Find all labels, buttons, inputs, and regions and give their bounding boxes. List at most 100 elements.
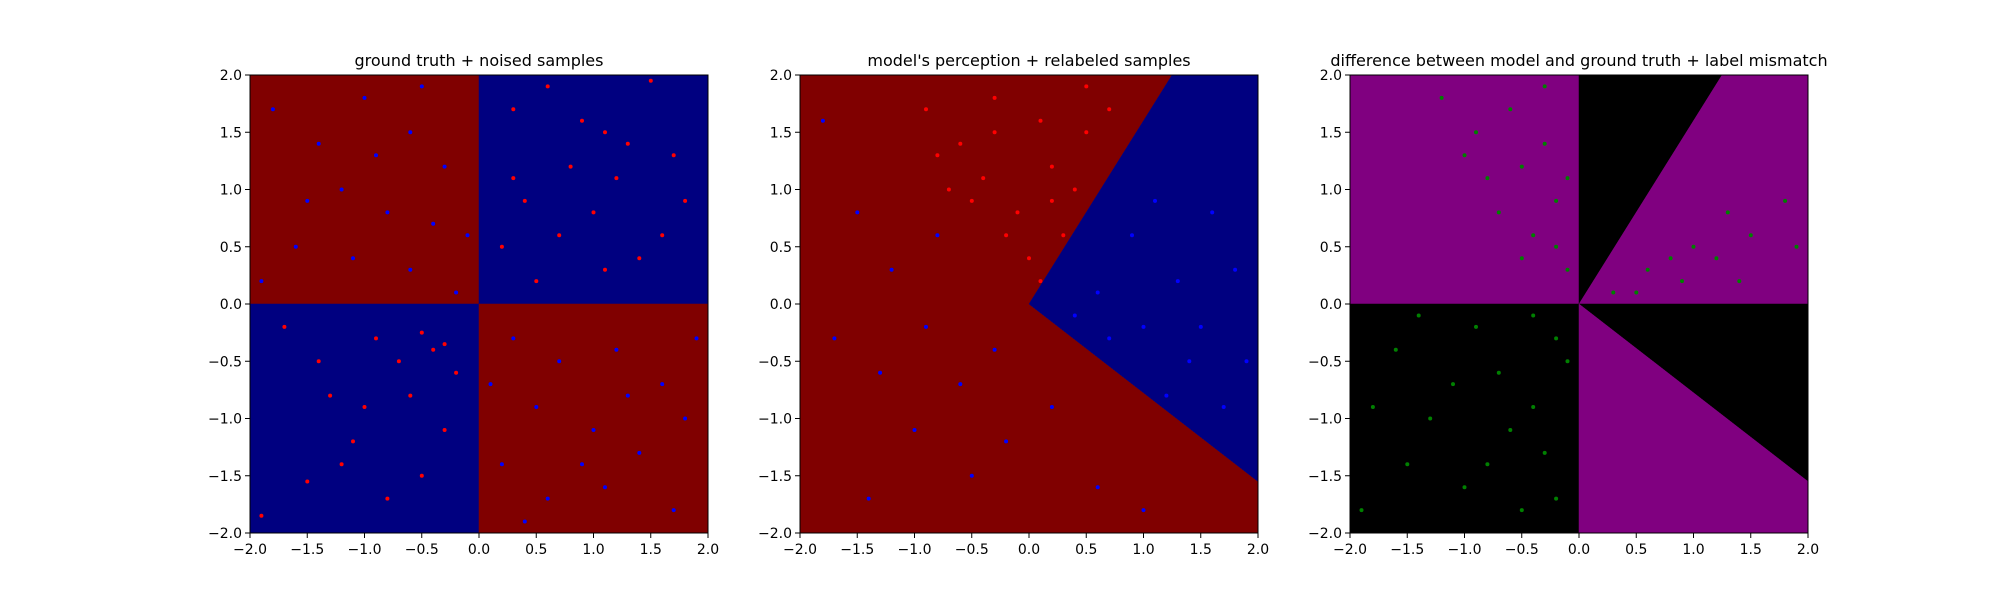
y-tick-label: 0.0 — [770, 297, 792, 313]
point-s1-15 — [935, 233, 940, 238]
point-s1-3 — [408, 130, 413, 135]
point-s0-11 — [1061, 233, 1066, 238]
point-s1-1 — [316, 141, 321, 146]
point-s0-10 — [935, 153, 940, 158]
point-s1-2 — [889, 267, 894, 272]
x-tick-label: 0.5 — [1075, 542, 1097, 558]
region-5-agree — [1578, 303, 1808, 533]
point-s0-39 — [1451, 382, 1455, 387]
point-s0-19 — [1748, 233, 1753, 238]
point-s1-2 — [362, 95, 367, 100]
point-s0-1 — [958, 141, 963, 146]
point-s0-35 — [1474, 324, 1478, 329]
point-s0-25 — [1668, 256, 1673, 261]
point-s1-19 — [1233, 267, 1238, 272]
point-s1-15 — [305, 198, 310, 203]
point-s0-4 — [568, 164, 573, 169]
point-s0-23 — [419, 473, 424, 478]
point-s1-21 — [1175, 279, 1180, 284]
point-s0-21 — [1634, 290, 1639, 295]
point-s1-10 — [866, 496, 871, 501]
x-tick-label: −2.0 — [233, 542, 267, 558]
x-tick-label: 0.5 — [1625, 542, 1647, 558]
point-s1-32 — [488, 382, 493, 387]
region-0-class-red — [250, 75, 480, 305]
point-s1-19 — [614, 347, 619, 352]
point-s0-40 — [1370, 405, 1375, 409]
y-tick-label: −2.0 — [758, 526, 792, 542]
point-s1-11 — [1004, 439, 1009, 444]
y-tick-label: 1.5 — [770, 125, 792, 141]
point-s0-31 — [1496, 370, 1501, 375]
y-tick-label: 1.0 — [1320, 183, 1342, 199]
point-s0-20 — [1783, 198, 1788, 203]
point-s0-8 — [1049, 164, 1054, 169]
y-tick-label: −1.0 — [758, 412, 792, 428]
x-tick-label: 1.0 — [1132, 542, 1154, 558]
point-s1-23 — [637, 450, 642, 455]
point-s0-27 — [1359, 508, 1364, 513]
point-s0-17 — [1038, 279, 1043, 284]
point-s1-22 — [591, 428, 596, 432]
chart-title: ground truth + noised samples — [355, 51, 604, 70]
y-tick-label: 2.0 — [770, 68, 792, 84]
point-s0-5 — [614, 176, 619, 181]
point-s0-11 — [1565, 176, 1570, 181]
point-s1-8 — [293, 244, 298, 249]
point-s1-28 — [671, 508, 676, 513]
point-s0-26 — [1725, 210, 1730, 215]
point-s0-42 — [1485, 462, 1490, 467]
point-s0-10 — [591, 210, 596, 215]
point-s1-9 — [351, 256, 355, 261]
point-s1-3 — [832, 336, 837, 341]
point-s1-18 — [557, 359, 562, 364]
point-s0-20 — [305, 479, 310, 484]
x-tick-label: 1.0 — [582, 542, 604, 558]
point-s0-8 — [1565, 267, 1570, 272]
point-s0-29 — [454, 370, 459, 375]
point-s1-28 — [1198, 324, 1203, 329]
point-s1-27 — [603, 485, 607, 490]
point-s0-10 — [1542, 141, 1547, 146]
point-s0-16 — [580, 118, 584, 123]
point-s1-33 — [694, 336, 699, 341]
point-s0-2 — [992, 95, 997, 100]
point-s0-24 — [1794, 244, 1799, 249]
y-tick-label: 0.5 — [220, 240, 242, 256]
point-s0-12 — [1519, 256, 1524, 261]
point-s1-14 — [419, 84, 424, 89]
point-s0-34 — [351, 439, 355, 444]
point-s0-18 — [625, 141, 630, 146]
point-s1-5 — [924, 324, 928, 329]
point-s0-23 — [1737, 279, 1742, 284]
point-s0-21 — [339, 462, 344, 467]
point-s0-33 — [1554, 336, 1559, 341]
region-0-agree — [1350, 75, 1580, 305]
point-s1-6 — [958, 382, 963, 387]
point-s0-22 — [1691, 244, 1696, 249]
point-s1-29 — [1244, 359, 1249, 364]
y-tick-label: 2.0 — [1320, 68, 1342, 84]
y-tick-label: 0.0 — [220, 297, 242, 313]
y-tick-label: 2.0 — [220, 68, 242, 84]
point-s1-0 — [270, 107, 275, 112]
y-tick-label: −1.5 — [1308, 469, 1342, 485]
point-s0-45 — [1554, 496, 1559, 501]
x-tick-label: −2.0 — [783, 542, 817, 558]
x-tick-label: 2.0 — [1797, 542, 1819, 558]
y-tick-label: −0.5 — [208, 354, 242, 370]
x-tick-label: 2.0 — [1247, 542, 1269, 558]
point-s0-13 — [1462, 153, 1467, 158]
point-s0-12 — [1027, 256, 1031, 261]
point-s0-24 — [442, 428, 447, 432]
point-s1-29 — [522, 519, 527, 524]
x-tick-label: 0.0 — [1568, 542, 1590, 558]
x-tick-label: 0.0 — [1018, 542, 1040, 558]
point-s0-17 — [511, 176, 516, 181]
x-tick-label: −1.5 — [840, 542, 874, 558]
point-s0-0 — [1439, 95, 1444, 100]
chart-title: difference between model and ground trut… — [1330, 51, 1827, 70]
point-s0-17 — [1680, 279, 1684, 284]
point-s1-26 — [545, 496, 550, 501]
point-s0-26 — [362, 405, 367, 409]
